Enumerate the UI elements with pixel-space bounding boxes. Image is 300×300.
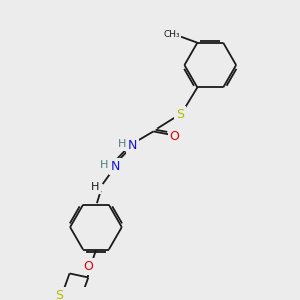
Text: S: S [55, 289, 63, 300]
Text: H: H [118, 139, 126, 149]
Text: H: H [100, 160, 109, 170]
Text: S: S [176, 108, 184, 121]
Text: N: N [110, 160, 120, 173]
Text: CH₃: CH₃ [163, 30, 180, 39]
Text: O: O [83, 260, 93, 273]
Text: O: O [169, 130, 179, 143]
Text: H: H [91, 182, 99, 192]
Text: N: N [128, 139, 137, 152]
